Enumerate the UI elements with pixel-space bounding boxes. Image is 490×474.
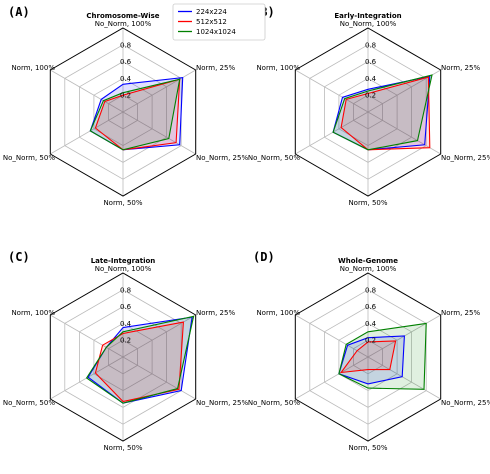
r-tick-label: 0.2 [120,337,131,345]
grid-spoke [122,69,196,113]
r-tick-label: 0.8 [365,41,376,49]
r-tick-label: 0.4 [120,75,132,83]
series-fill-512x512 [95,322,184,402]
axis-label: Norm, 50% [348,444,387,452]
series-line-1024x1024 [85,315,195,404]
outer-frame [294,272,442,442]
grid-spoke [122,356,196,400]
axis-label: No_Norm, 50% [248,399,300,407]
axis-label: Norm, 25% [196,64,235,72]
panel-letter: (C) [8,250,30,264]
axis-label: No_Norm, 25% [196,154,248,162]
r-tick-label: 0.6 [365,303,377,311]
r-tick-label: 0.2 [120,92,131,100]
axis-label: No_Norm, 100% [340,265,397,273]
r-tick-label: 0.4 [120,320,132,328]
axis-label: No_Norm, 100% [95,265,152,273]
radar-panel-3: 0.2 0.4 0.6 0.8 No_Norm, 100% Norm, 25% No_Nor… [248,250,490,452]
axis-label: Norm, 50% [348,199,387,207]
series-fill-1024x1024 [338,323,427,390]
axis-label: No_Norm, 100% [95,20,152,28]
r-tick-label: 0.8 [120,286,131,294]
outer-frame [49,272,197,442]
axis-label: Norm, 50% [103,444,142,452]
series-line-512x512 [94,321,184,403]
grid-spoke [122,111,196,155]
axis-label: No_Norm, 100% [340,20,397,28]
axis-label: Norm, 25% [441,309,480,317]
outer-frame [49,27,197,197]
grid-spoke [50,314,124,358]
r-tick-label: 0.6 [365,58,377,66]
legend-box [172,3,266,41]
series-line-224x224 [338,335,405,385]
axis-label: Norm, 100% [256,309,300,317]
axis-label: No_Norm, 50% [3,154,55,162]
panel-letter: (D) [253,250,275,264]
series-line-1024x1024 [332,74,433,151]
grid-spoke [367,111,441,155]
panel-title: Early-Integration [334,12,401,20]
axis-label: No_Norm, 50% [248,154,300,162]
grid-spoke [50,69,124,113]
series-fill-224x224 [90,77,183,150]
axis-label: Norm, 25% [441,64,480,72]
panel-title: Whole-Genome [338,257,398,265]
series-line-1024x1024 [89,78,181,151]
axis-label: Norm, 50% [103,199,142,207]
legend-label: 224x224 [196,8,227,16]
axis-label: No_Norm, 25% [441,399,490,407]
grid-spoke [295,356,369,400]
grid-spoke [50,111,124,155]
axis-label: Norm, 100% [11,64,55,72]
series-fill-1024x1024 [90,79,180,150]
r-tick-label: 0.8 [365,286,376,294]
axis-label: Norm, 100% [256,64,300,72]
axis-label: No_Norm, 50% [3,399,55,407]
radar-panel-1: 0.2 0.4 0.6 0.8 No_Norm, 100% Norm, 25% No_Nor… [248,5,490,207]
axis-label: Norm, 100% [11,309,55,317]
r-tick-label: 0.6 [120,58,132,66]
series-line-1024x1024 [338,322,427,390]
grid-spoke [295,111,369,155]
axis-label: No_Norm, 25% [196,399,248,407]
series-line-512x512 [339,340,397,374]
radar-panel-0: 0.2 0.4 0.6 0.8 No_Norm, 100% Norm, 25% No_Nor… [3,5,249,207]
panel-title: Late-Integration [91,257,156,265]
axis-label: Norm, 25% [196,309,235,317]
panel-letter: (A) [8,5,30,19]
legend: 224x224 512x512 1024x1024 [172,3,266,41]
series-fill-512x512 [95,79,180,150]
grid-spoke [367,356,441,400]
grid-spoke [295,69,369,113]
radar-panel-2: 0.2 0.4 0.6 0.8 No_Norm, 100% Norm, 25% No_Nor… [3,250,249,452]
panel-title: Chromosome-Wise [86,12,159,20]
legend-label: 512x512 [196,18,227,26]
series-fill-1024x1024 [86,316,194,404]
legend-label: 1024x1024 [196,28,236,36]
series-fill-512x512 [341,341,396,373]
r-tick-label: 0.8 [120,41,131,49]
r-tick-label: 0.4 [365,320,377,328]
r-tick-label: 0.6 [120,303,132,311]
r-tick-label: 0.4 [365,75,377,83]
axis-label: No_Norm, 25% [441,154,490,162]
grid-spoke [295,314,369,358]
series-fill-1024x1024 [333,75,432,150]
outer-frame [294,27,442,197]
r-tick-label: 0.2 [365,92,376,100]
series-fill-224x224 [338,336,405,384]
r-tick-label: 0.2 [365,337,376,345]
